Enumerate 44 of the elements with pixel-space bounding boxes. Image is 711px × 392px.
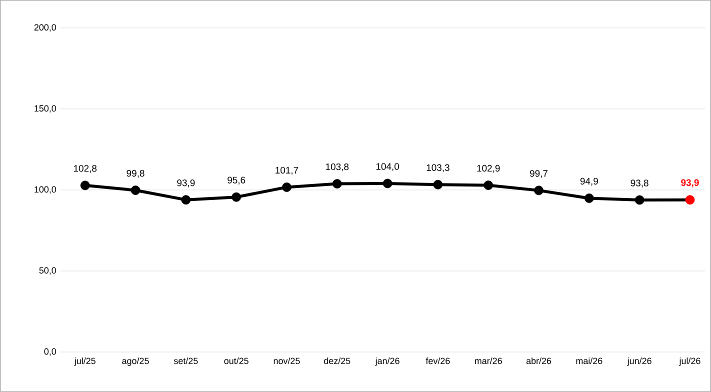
point [332,179,342,189]
x-tick-label: dez/25 [324,358,350,364]
point [584,194,594,203]
x-tick-label: ago/25 [122,358,149,366]
data-label: 104,0 [376,163,400,171]
x-tick-label: jul/26 [679,358,700,366]
point [232,192,242,202]
data-label: 94,9 [580,178,598,186]
y-tick-label: 150,0 [34,105,56,113]
data-label: 93,8 [630,180,648,188]
x-tick-label: jan/26 [375,358,400,366]
y-tick-label: 0,0 [44,348,56,356]
data-label: 102,9 [477,164,500,173]
x-tick-label: fev/26 [426,358,450,364]
data-label: 103,3 [426,164,450,172]
data-label: 93,9 [177,180,195,188]
data-label: 93,9 [681,179,699,188]
y-tick-label: 50,0 [39,267,56,275]
data-label: 99,8 [126,170,144,178]
data-label: 103,8 [326,163,349,172]
y-tick-label: 100,0 [34,186,56,194]
point [80,180,90,190]
point [685,195,695,205]
data-label: 102,8 [74,165,97,173]
point [181,195,191,205]
x-tick-label: jul/25 [74,358,96,366]
point [130,186,140,196]
x-tick-label: set/25 [174,358,198,364]
x-tick-label: mar/26 [475,358,502,364]
data-label: 99,7 [530,170,548,178]
point [484,180,494,190]
point [634,195,644,205]
x-tick-label: mai/26 [576,358,602,364]
y-tick-label: 200,0 [34,24,56,32]
point [433,180,443,190]
point [282,182,292,192]
data-label: 101,7 [276,166,298,175]
x-tick-label: abr/26 [526,358,552,364]
x-tick-label: jun/26 [627,358,652,366]
x-tick-label: out/25 [224,358,248,364]
point [382,178,392,188]
x-tick-label: nov/25 [274,358,300,364]
data-label: 95,6 [228,176,246,185]
point [534,186,544,196]
